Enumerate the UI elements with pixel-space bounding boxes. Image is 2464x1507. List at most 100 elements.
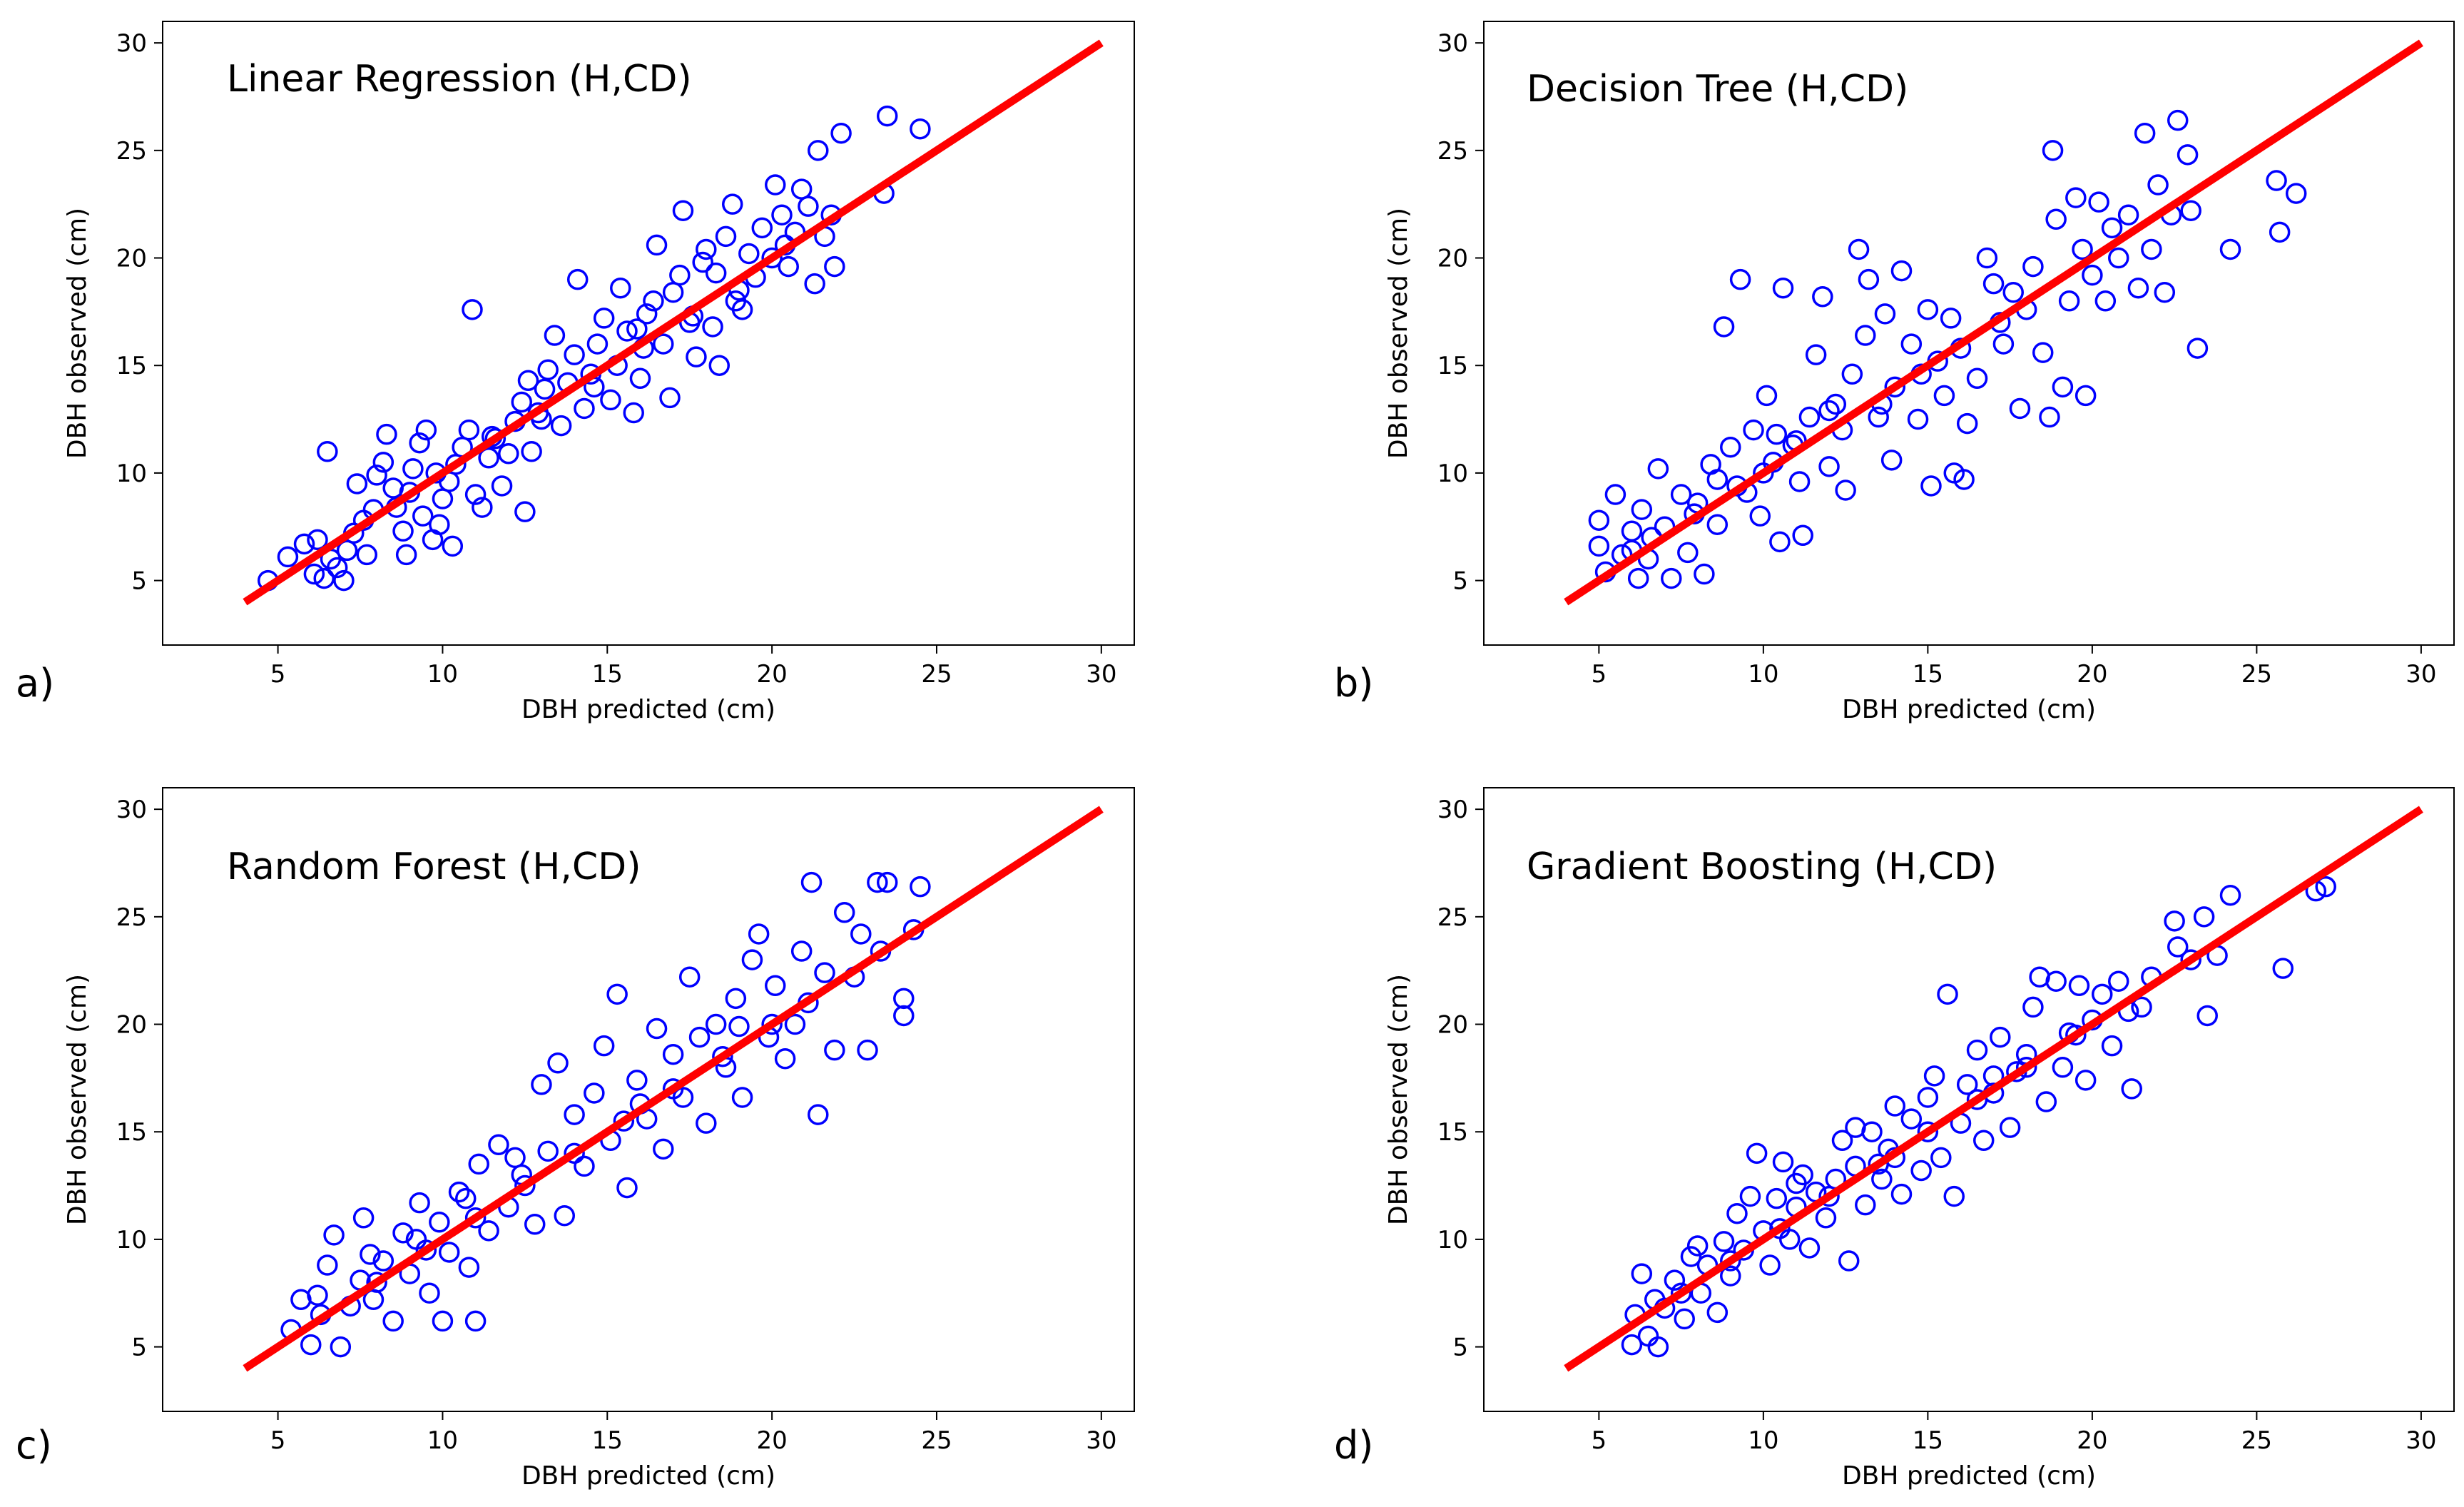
data-point [653,1138,674,1160]
data-point [366,1272,387,1293]
data-point [696,238,717,260]
data-point [1966,1089,1988,1110]
data-point [2141,238,2162,260]
data-point [790,178,813,200]
data-point [705,1013,727,1035]
data-point [800,871,823,893]
x-tick-label: 10 [427,1426,458,1455]
data-point [1917,1121,1939,1142]
data-point [1756,385,1778,407]
data-point [1907,408,1929,430]
y-axis-label: DBH observed (cm) [63,208,92,459]
data-point [366,465,387,486]
x-tick-label: 15 [592,1426,623,1455]
data-point [2022,996,2044,1018]
data-point [1812,286,1833,308]
data-point [1855,325,1876,346]
data-point [1838,1250,1860,1272]
chart-panel-2: 5 10 15 20 25 30 5 10 15 20 25 30 DBH predicted (cm)… [1334,21,2455,724]
data-point [636,303,658,325]
data-point [1835,480,1856,501]
data-point [721,193,743,215]
data-point [488,1134,509,1156]
data-point [455,1187,477,1209]
data-point [669,264,691,286]
x-tick-label: 20 [757,660,788,689]
data-point [1713,316,1735,338]
data-point [712,1045,733,1067]
data-point [2219,238,2241,260]
y-axis-label: DBH observed (cm) [1384,208,1413,459]
data-point [2045,970,2067,992]
data-point [876,105,898,127]
data-point [382,477,404,499]
x-tick-label: 25 [921,1426,952,1455]
data-point [1976,247,1998,269]
y-tick-label: 15 [1437,352,1468,380]
data-point [1890,1183,1913,1205]
chart-title: Linear Regression (H,CD) [227,58,692,101]
data-point [2177,144,2199,166]
data-point [606,983,628,1005]
x-tick-label: 30 [2406,1426,2436,1455]
data-point [2015,1057,2037,1078]
data-point [277,546,299,568]
data-point [517,370,539,392]
y-tick-label: 15 [1437,1118,1468,1147]
data-point [2072,238,2093,260]
data-point [867,871,888,893]
data-point [293,533,315,555]
chart-title: Decision Tree (H,CD) [1527,68,1908,111]
reference-line [1564,806,2423,1372]
data-point [1805,344,1827,365]
data-point [1637,1325,1659,1347]
data-point [438,1242,460,1263]
data-point [1739,1185,1761,1207]
data-point [2088,191,2109,213]
data-point [765,975,786,997]
data-point [2035,1091,2057,1112]
data-point [2269,221,2291,243]
data-point [653,333,674,355]
data-point [1670,484,1692,505]
data-point [761,1013,783,1035]
data-point [616,320,638,342]
data-point [686,346,707,367]
data-point [662,1043,684,1065]
data-point [678,966,701,988]
data-point [1972,1130,1995,1152]
data-point [790,940,813,962]
data-point [857,1039,878,1061]
data-point [2065,187,2087,208]
data-point [468,1153,489,1175]
data-point [317,1254,338,1276]
data-point [521,441,542,462]
data-point [442,535,464,557]
data-point [464,1310,487,1332]
data-point [317,441,338,462]
data-point [534,378,556,400]
data-point [504,1147,526,1169]
data-point [333,569,355,592]
data-point [352,1207,375,1229]
data-point [1868,406,1889,428]
scatter-points [257,105,931,592]
data-point [2117,204,2139,225]
x-tick-label: 5 [270,1426,286,1455]
data-point [1953,469,1975,490]
data-point [1798,1237,1821,1259]
data-point [1956,1074,1978,1095]
data-point [643,290,664,312]
data-point [1845,1117,1866,1138]
data-point [464,1207,487,1229]
data-point [564,344,585,365]
reference-line [1564,39,2423,606]
data-point [778,255,799,278]
data-point [2108,247,2129,269]
scatter-points [1621,876,2336,1358]
chart-panel-4: 5 10 15 20 25 30 5 10 15 20 25 30 DBH predicted (cm)… [1334,787,2455,1491]
data-point [564,1104,585,1125]
data-point [731,1087,753,1108]
data-point [893,1005,915,1027]
data-point [1923,1065,1945,1087]
